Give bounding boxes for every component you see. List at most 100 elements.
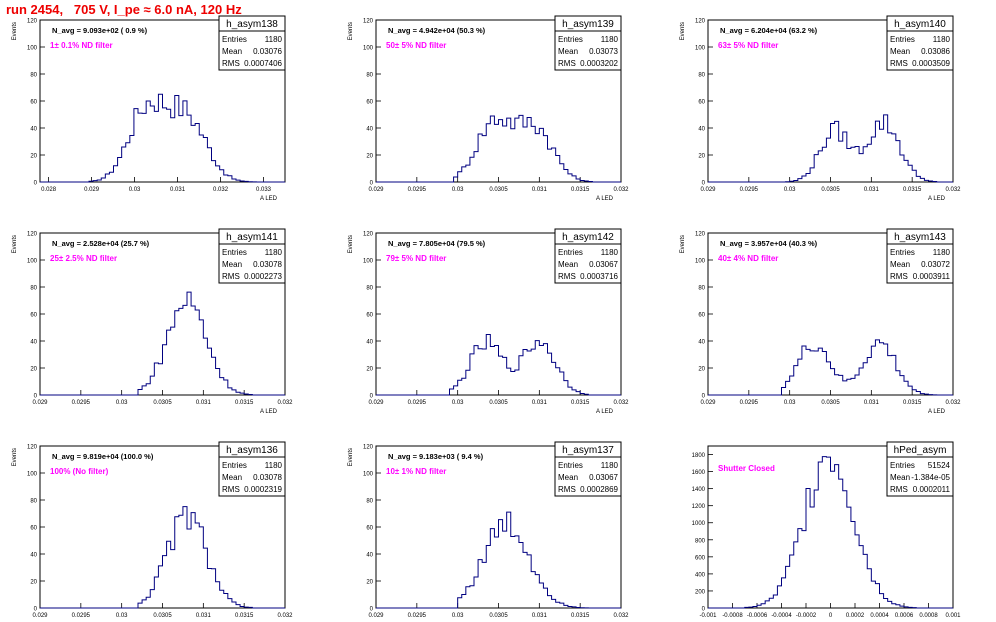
stats-value: 0.03072 <box>921 260 950 269</box>
histogram-line <box>708 339 953 396</box>
stats-key: Mean <box>890 473 910 482</box>
x-tick-label: 0.032 <box>277 613 293 619</box>
x-tick-label: 0.03 <box>129 187 141 193</box>
y-tick-label: 80 <box>366 286 373 292</box>
x-tick-label: 0.032 <box>945 187 961 193</box>
stats-key: Entries <box>222 35 247 44</box>
y-tick-label: 120 <box>363 232 374 238</box>
x-tick-label: 0.03 <box>784 400 796 406</box>
y-tick-label: 20 <box>30 367 37 373</box>
stats-value: 1180 <box>265 248 283 257</box>
stats-key: Entries <box>558 248 583 257</box>
x-tick-label: 0.031 <box>532 400 548 406</box>
y-tick-label: 120 <box>27 445 38 451</box>
histogram-name: h_asym141 <box>226 232 278 243</box>
y-tick-label: 60 <box>30 526 37 532</box>
histogram-name: h_asym143 <box>894 232 946 243</box>
y-tick-label: 100 <box>695 46 706 52</box>
x-tick-label: 0.0305 <box>489 187 508 193</box>
stats-box <box>886 441 954 497</box>
x-tick-label: 0.032 <box>213 187 229 193</box>
x-tick-label: 0.0305 <box>821 400 840 406</box>
y-tick-label: 80 <box>698 286 705 292</box>
stats-key: Mean <box>222 47 242 56</box>
y-tick-label: 600 <box>695 555 706 561</box>
stats-key: Mean <box>558 260 578 269</box>
x-tick-label: 0.031 <box>532 613 548 619</box>
filter-label: 63± 5% ND filter <box>718 41 778 50</box>
y-tick-label: 60 <box>366 100 373 106</box>
y-tick-label: 120 <box>363 445 374 451</box>
y-tick-label: 0 <box>370 607 374 613</box>
stats-key: Entries <box>890 461 915 470</box>
stats-value: -1.384e-05 <box>911 473 950 482</box>
y-tick-label: 80 <box>30 286 37 292</box>
y-tick-label: 1200 <box>692 504 706 510</box>
y-tick-label: 60 <box>698 313 705 319</box>
y-tick-label: 20 <box>366 367 373 373</box>
stats-key: Entries <box>890 248 915 257</box>
y-tick-label: 40 <box>366 340 373 346</box>
filter-label: 40± 4% ND filter <box>718 254 778 263</box>
y-axis-title: Events <box>12 448 18 466</box>
stats-key: Entries <box>558 35 583 44</box>
histogram-panel: 0 20 40 60 80 100 120 0.028 0.029 0.03 0.031 0.032 0… <box>12 15 286 202</box>
y-axis-title: Events <box>680 22 686 40</box>
y-tick-label: 1800 <box>692 453 706 459</box>
stats-box <box>218 15 286 71</box>
x-tick-label: 0.0315 <box>571 187 590 193</box>
y-tick-label: 40 <box>698 127 705 133</box>
y-tick-label: 100 <box>695 259 706 265</box>
y-tick-label: 40 <box>366 553 373 559</box>
x-tick-label: 0.031 <box>864 187 880 193</box>
stats-value: 1180 <box>601 35 619 44</box>
histogram-panel: 0 20 40 60 80 100 120 0.029 0.0295 0.03 0.0305 0.03… <box>680 228 961 415</box>
stats-key: Entries <box>222 248 247 257</box>
y-tick-label: 20 <box>30 154 37 160</box>
x-tick-label: 0.0315 <box>235 613 254 619</box>
histogram-line <box>40 93 285 183</box>
x-tick-label: -0.0004 <box>771 613 792 619</box>
x-tick-label: 0.0295 <box>408 187 427 193</box>
stats-key: Mean <box>558 473 578 482</box>
x-tick-label: 0.001 <box>945 613 961 619</box>
histogram-panel: 0 20 40 60 80 100 120 0.029 0.0295 0.03 0.0305 0.03… <box>348 228 629 415</box>
histogram-line <box>376 511 621 609</box>
filter-label: 25± 2.5% ND filter <box>50 254 117 263</box>
x-tick-label: 0.0004 <box>870 613 889 619</box>
stats-key: RMS <box>222 272 240 281</box>
y-tick-label: 80 <box>30 499 37 505</box>
stats-value: 1180 <box>265 461 283 470</box>
filter-label: 10± 1% ND filter <box>386 467 446 476</box>
y-tick-label: 1600 <box>692 470 706 476</box>
x-tick-label: 0.032 <box>613 613 629 619</box>
y-tick-label: 40 <box>366 127 373 133</box>
stats-value: 0.03086 <box>921 47 950 56</box>
stats-key: RMS <box>558 485 576 494</box>
y-tick-label: 40 <box>30 553 37 559</box>
y-tick-label: 60 <box>366 313 373 319</box>
histogram-name: h_asym136 <box>226 445 278 456</box>
y-tick-label: 20 <box>366 154 373 160</box>
stats-key: Mean <box>222 260 242 269</box>
y-tick-label: 120 <box>695 19 706 25</box>
y-tick-label: 20 <box>698 154 705 160</box>
x-tick-label: 0.032 <box>277 400 293 406</box>
stats-value: 1180 <box>265 35 283 44</box>
y-tick-label: 0 <box>370 181 374 187</box>
filter-label: 50± 5% ND filter <box>386 41 446 50</box>
navg-label: N_avg = 2.528e+04 (25.7 %) <box>52 239 150 248</box>
y-tick-label: 0 <box>370 394 374 400</box>
x-tick-label: -0.0006 <box>747 613 768 619</box>
stats-key: Mean <box>890 260 910 269</box>
y-tick-label: 60 <box>366 526 373 532</box>
y-tick-label: 120 <box>27 19 38 25</box>
y-axis-title: Events <box>12 22 18 40</box>
y-tick-label: 400 <box>695 572 706 578</box>
x-tick-label: 0.0315 <box>571 400 590 406</box>
histogram-name: hPed_asym <box>894 445 947 456</box>
x-tick-label: 0.031 <box>196 613 212 619</box>
stats-value: 0.0002319 <box>244 485 282 494</box>
y-tick-label: 40 <box>30 340 37 346</box>
y-axis-title: Events <box>348 235 354 253</box>
